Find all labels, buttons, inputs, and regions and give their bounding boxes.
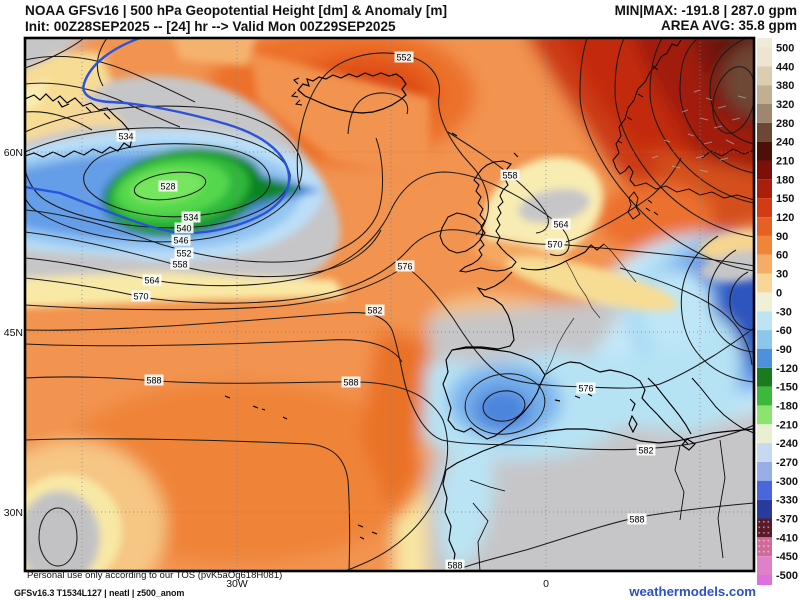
svg-text:Personal use only according to: Personal use only according to our TOS (… [27,570,282,581]
svg-text:-410: -410 [776,532,798,544]
svg-text:60: 60 [776,250,788,262]
svg-text:582: 582 [367,306,382,316]
svg-text:180: 180 [776,174,794,186]
svg-text:-120: -120 [776,363,798,375]
svg-text:-210: -210 [776,419,798,431]
svg-text:564: 564 [553,220,568,230]
svg-text:240: 240 [776,137,794,149]
svg-text:588: 588 [146,376,161,386]
svg-text:-90: -90 [776,344,792,356]
svg-text:552: 552 [176,249,191,259]
svg-text:570: 570 [547,240,562,250]
svg-text:558: 558 [502,171,517,181]
svg-text:45N: 45N [4,327,23,339]
svg-text:-180: -180 [776,401,798,413]
svg-text:534: 534 [183,213,198,223]
svg-text:0: 0 [776,287,782,299]
svg-text:-60: -60 [776,325,792,337]
svg-text:weathermodels.com: weathermodels.com [628,584,756,599]
svg-text:-330: -330 [776,495,798,507]
svg-text:GFSv16.3 T1534L127 | neatl | z: GFSv16.3 T1534L127 | neatl | z500_anom [14,588,184,598]
svg-text:320: 320 [776,99,794,111]
svg-text:210: 210 [776,156,794,168]
svg-text:NOAA GFSv16 | 500 hPa Geopoten: NOAA GFSv16 | 500 hPa Geopotential Heigh… [25,3,447,18]
svg-text:150: 150 [776,193,794,205]
svg-text:540: 540 [176,224,191,234]
svg-text:-500: -500 [776,570,798,582]
svg-text:-30: -30 [776,306,792,318]
svg-text:552: 552 [396,53,411,63]
svg-text:280: 280 [776,118,794,130]
svg-text:-270: -270 [776,457,798,469]
svg-text:90: 90 [776,231,788,243]
svg-text:30W: 30W [226,578,248,590]
svg-text:564: 564 [144,276,159,286]
svg-text:-370: -370 [776,514,798,526]
svg-text:528: 528 [160,182,175,192]
svg-text:576: 576 [397,262,412,272]
svg-text:Init: 00Z28SEP2025 -- [24] hr: Init: 00Z28SEP2025 -- [24] hr --> Valid … [25,19,396,34]
svg-text:570: 570 [133,292,148,302]
svg-text:-150: -150 [776,382,798,394]
svg-text:588: 588 [447,561,462,571]
svg-text:-450: -450 [776,551,798,563]
svg-text:588: 588 [343,378,358,388]
svg-text:30: 30 [776,269,788,281]
svg-text:582: 582 [638,446,653,456]
svg-text:380: 380 [776,80,794,92]
svg-text:558: 558 [172,260,187,270]
svg-text:500: 500 [776,43,794,55]
svg-text:546: 546 [173,236,188,246]
svg-text:-300: -300 [776,476,798,488]
svg-text:60N: 60N [4,147,23,159]
svg-text:588: 588 [629,515,644,525]
svg-text:30N: 30N [4,507,23,519]
svg-text:0: 0 [543,578,549,590]
svg-text:534: 534 [118,132,133,142]
svg-text:-240: -240 [776,438,798,450]
svg-text:576: 576 [578,384,593,394]
svg-text:MIN|MAX: -191.8 | 287.0 gpm: MIN|MAX: -191.8 | 287.0 gpm [615,3,797,18]
svg-text:AREA AVG: 35.8 gpm: AREA AVG: 35.8 gpm [661,18,797,33]
svg-text:440: 440 [776,61,794,73]
svg-text:120: 120 [776,212,794,224]
